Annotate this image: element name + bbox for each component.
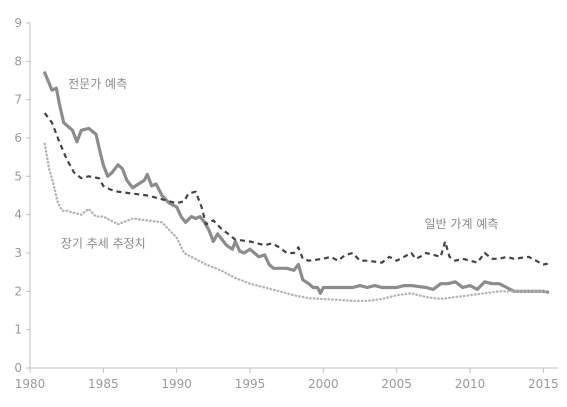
x-tick-label: 1980 [15, 377, 46, 391]
x-tick-label: 1990 [161, 377, 192, 391]
series-lines [43, 71, 550, 303]
experts-forecast-line [43, 71, 550, 295]
x-tick-label: 1985 [88, 377, 119, 391]
x-tick-label: 2010 [455, 377, 486, 391]
x-tick-label: 2015 [528, 377, 559, 391]
y-tick-label: 9 [14, 16, 22, 30]
y-tick-label: 1 [14, 323, 22, 337]
series-annotation-label: 장기 추세 추정치 [61, 236, 146, 250]
x-tick-label: 2005 [381, 377, 412, 391]
y-tick-label: 7 [14, 93, 22, 107]
y-tick-label: 6 [14, 131, 22, 145]
y-tick-label: 5 [14, 169, 22, 183]
axes: 0 1 2 3 4 5 6 7 8 9 1980 1985 1990 1995 2000 2005 2010 20… [14, 16, 558, 391]
y-tick-label: 0 [14, 361, 22, 375]
y-tick-label: 4 [14, 208, 22, 222]
series-annotation-label: 일반 가계 예측 [425, 217, 499, 231]
long-run-trend-line [43, 142, 549, 303]
y-tick-label: 2 [14, 284, 22, 298]
x-tick-label: 1995 [235, 377, 266, 391]
household-forecast-line [43, 112, 548, 266]
series-annotation-label: 전문가 예측 [68, 77, 127, 91]
x-tick-label: 2000 [308, 377, 339, 391]
y-tick-label: 3 [14, 246, 22, 260]
y-tick-label: 8 [14, 54, 22, 68]
